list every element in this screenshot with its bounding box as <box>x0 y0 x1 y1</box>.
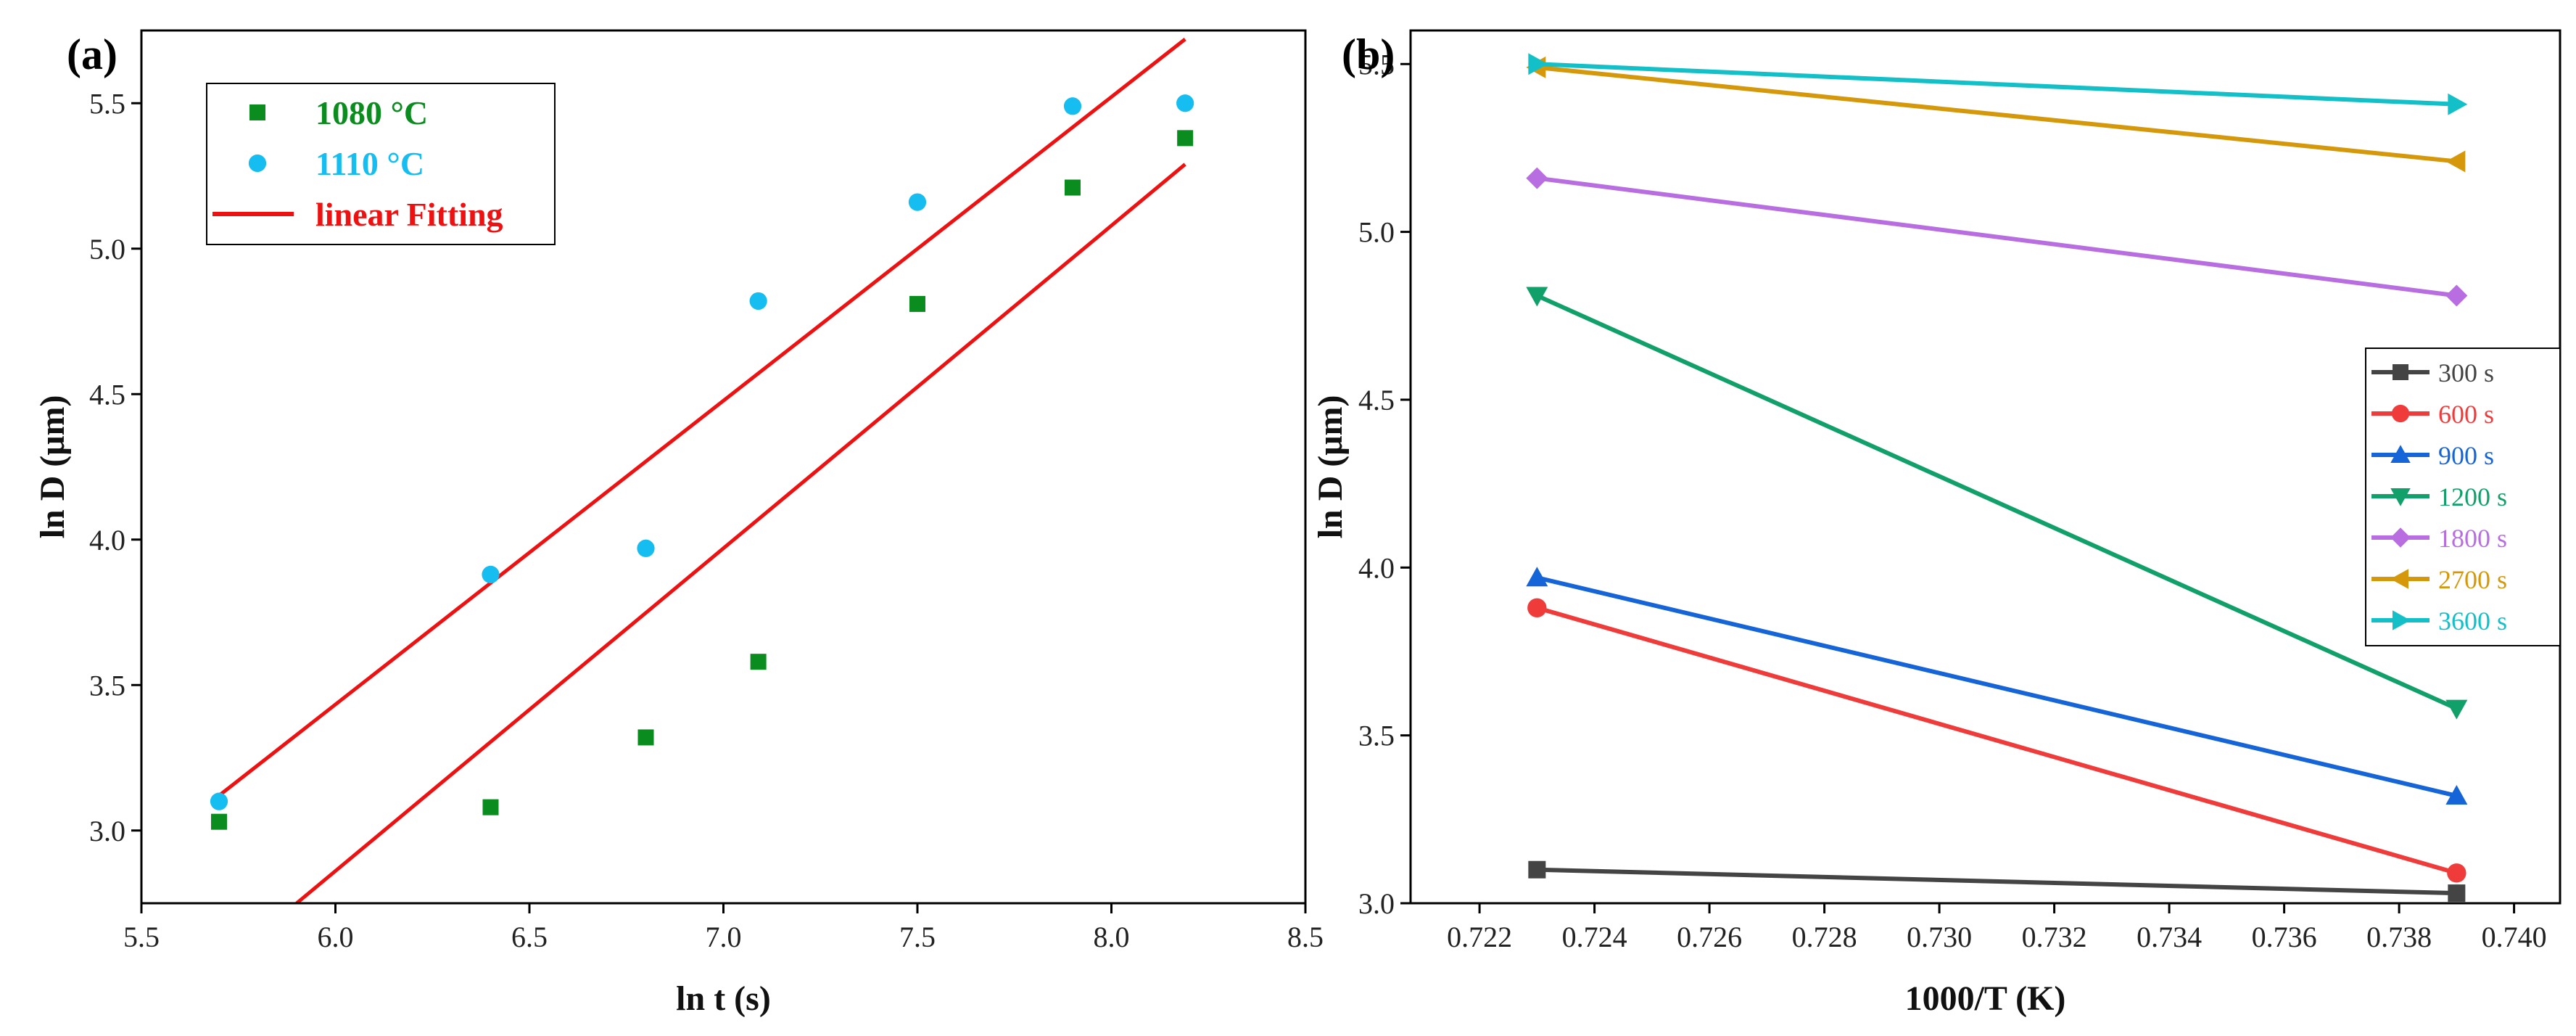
y-tick-label: 4.5 <box>1358 384 1395 416</box>
point-1800-s-1 <box>1526 167 1548 189</box>
point-2700-s-2 <box>2445 150 2466 173</box>
y-tick-label: 3.0 <box>89 815 125 847</box>
point-3600-s-2 <box>2448 93 2468 115</box>
x-axis-title: ln t (s) <box>676 979 771 1018</box>
point-1080-3 <box>637 729 654 746</box>
x-tick-label: 0.730 <box>1907 921 1972 953</box>
point-300-s-1 <box>1528 860 1546 879</box>
legend-b-label: 600 s <box>2438 400 2494 429</box>
y-tick-label: 5.0 <box>1358 216 1395 249</box>
x-tick-label: 6.0 <box>318 921 354 953</box>
series-line-3600-s <box>1537 62 2457 107</box>
point-1080-5 <box>909 295 925 312</box>
point-3600-s-1 <box>1528 53 1548 75</box>
y-tick-label: 4.0 <box>89 524 125 556</box>
point-1080-7 <box>1177 130 1194 147</box>
y-axis-title: ln D (μm) <box>1311 395 1350 539</box>
legend-b-marker-4 <box>2390 488 2411 506</box>
point-1110-4 <box>749 292 767 311</box>
point-1110-1 <box>210 792 228 810</box>
legend-a-label: 1080 °C <box>315 94 428 131</box>
x-tick-label: 0.724 <box>1562 921 1627 953</box>
point-1110-6 <box>1063 97 1082 115</box>
series-line-300-s <box>1537 867 2457 896</box>
y-axis-title: ln D (μm) <box>33 395 72 539</box>
series-line-600-s <box>1536 605 2458 876</box>
legend-b-label: 900 s <box>2438 441 2494 470</box>
x-axis-title: 1000/T (K) <box>1905 979 2066 1018</box>
y-tick-label: 3.0 <box>1358 887 1395 920</box>
legend-b-marker-3 <box>2390 445 2411 463</box>
panel-a-frame <box>140 29 1307 905</box>
x-tick-label: 0.738 <box>2366 921 2432 953</box>
series-line-1800-s <box>1536 176 2457 298</box>
panel-label-b: (b) <box>1342 30 1395 78</box>
legend-b-label: 2700 s <box>2438 565 2507 594</box>
y-tick-label: 5.0 <box>89 233 125 266</box>
y-tick-label: 3.5 <box>89 669 125 702</box>
legend-b-marker-6 <box>2390 569 2408 589</box>
y-tick-label: 5.5 <box>1358 48 1395 81</box>
fit-line-2 <box>295 163 1186 903</box>
point-1200-s-1 <box>1526 287 1548 307</box>
point-1800-s-2 <box>2445 284 2468 307</box>
x-tick-label: 6.5 <box>511 921 548 953</box>
legend-b-label: 1800 s <box>2438 524 2507 553</box>
legend-b-marker-1 <box>2393 364 2408 380</box>
y-tick-label: 3.5 <box>1358 720 1395 752</box>
panel-a: 5.5 6.0 6.5 7.0 7.5 8.0 8.5 3.0 3.5 4.0 4.5 5.0 5.5 1… <box>33 29 1324 1018</box>
fit-line-1 <box>218 38 1186 797</box>
point-600-s-1 <box>1527 598 1547 618</box>
x-tick-label: 0.722 <box>1447 921 1512 953</box>
point-900-s-2 <box>2445 784 2468 805</box>
legend-b-marker-2 <box>2391 404 2410 423</box>
x-tick-label: 0.726 <box>1677 921 1742 953</box>
y-tick-label: 4.0 <box>1358 551 1395 584</box>
series-line-900-s <box>1536 575 2458 798</box>
series-line-1200-s <box>1536 293 2458 711</box>
point-1110-2 <box>482 565 500 583</box>
legend-b-marker-7 <box>2393 610 2411 630</box>
point-1110-3 <box>637 539 655 557</box>
x-tick-label: 7.0 <box>706 921 742 953</box>
point-1080-6 <box>1065 179 1081 196</box>
x-tick-label: 0.728 <box>1792 921 1857 953</box>
x-tick-label: 0.740 <box>2482 921 2547 953</box>
panel-b: 0.722 0.724 0.726 0.728 0.730 0.732 0.734 0.736… <box>1311 29 2561 1018</box>
x-tick-label: 7.5 <box>899 921 936 953</box>
point-1080-2 <box>482 799 499 815</box>
legend-a-marker-1 <box>249 104 265 120</box>
legend-b-label: 1200 s <box>2438 482 2507 511</box>
point-1200-s-2 <box>2445 699 2468 720</box>
y-tick-label: 4.5 <box>89 378 125 411</box>
x-tick-label: 8.0 <box>1094 921 1130 953</box>
point-900-s-1 <box>1526 567 1548 587</box>
x-tick-label: 0.734 <box>2137 921 2202 953</box>
legend-b-marker-5 <box>2390 527 2411 548</box>
x-tick-label: 0.732 <box>2022 921 2087 953</box>
x-tick-label: 5.5 <box>123 921 160 953</box>
point-1080-4 <box>750 654 767 670</box>
point-1110-7 <box>1176 94 1194 112</box>
point-1080-1 <box>211 813 227 830</box>
series-line-2700-s <box>1537 65 2457 164</box>
panel-label-a: (a) <box>67 30 117 78</box>
x-tick-label: 0.736 <box>2252 921 2317 953</box>
point-300-s-2 <box>2448 884 2466 903</box>
point-600-s-2 <box>2447 863 2466 883</box>
legend-a-label: 1110 °C <box>315 145 424 182</box>
legend-a-marker-2 <box>248 154 267 173</box>
point-1110-5 <box>908 193 927 211</box>
legend-b-label: 3600 s <box>2438 607 2507 636</box>
y-tick-label: 5.5 <box>89 87 125 120</box>
legend-a-label: linear Fitting <box>315 196 503 233</box>
x-tick-label: 8.5 <box>1287 921 1324 953</box>
legend-b-label: 300 s <box>2438 358 2494 387</box>
